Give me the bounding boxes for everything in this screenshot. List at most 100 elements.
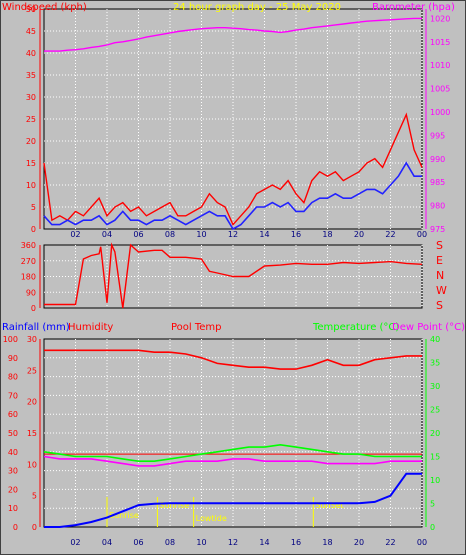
x-tick-label: 06 — [133, 538, 143, 547]
x-tick-label: 14 — [259, 230, 269, 239]
barometer-y-axis: 975 980 985 990 995 1000 1005 1010 1015 1020 — [425, 9, 450, 234]
dewpoint-line — [43, 455, 422, 467]
direction-y-axis: 0 90 180 270 360 — [21, 241, 41, 313]
x-tick-label: 08 — [165, 230, 175, 239]
annotation-label: Sunrise — [159, 501, 189, 510]
temperature-tick-label: 10 — [430, 476, 440, 485]
x-tick-label: 12 — [228, 538, 238, 547]
compass-letter: W — [436, 284, 447, 297]
barometer-tick-label: 975 — [430, 225, 445, 234]
humidity-y-axis: 0 10 20 30 40 50 60 70 80 90 100 — [3, 335, 18, 532]
dewpoint-label: Dew Point (°C) — [392, 322, 465, 333]
wind-tick-label: 30 — [26, 93, 36, 102]
rainfall-label: Rainfall (mm) — [2, 322, 70, 333]
wind-y-axis: 0 5 10 15 20 25 30 35 40 45 50 — [26, 5, 41, 234]
rainfall-y-axis: 0 5 10 15 20 25 30 — [27, 335, 41, 532]
direction-line — [44, 242, 423, 309]
x-tick-label: 12 — [228, 230, 238, 239]
humidity-tick-label: 10 — [8, 504, 18, 513]
rainfall-line — [44, 472, 422, 528]
direction-line — [44, 242, 423, 309]
temperature-tick-label: 35 — [430, 359, 440, 368]
x-tick-label: 14 — [259, 538, 269, 547]
rainfall-tick-label: 30 — [27, 335, 37, 344]
temperature-tick-label: 20 — [430, 429, 440, 438]
x-tick-label: 16 — [291, 538, 301, 547]
temperature-tick-label: 15 — [430, 453, 440, 462]
direction-tick-label: 0 — [31, 304, 36, 313]
wind-gust-line — [43, 112, 423, 226]
barometer-tick-label: 995 — [430, 131, 445, 140]
x-tick-label: 00 — [417, 538, 427, 547]
wind-lines — [43, 17, 423, 231]
x-tick-label: 18 — [322, 538, 332, 547]
x-tick-label: 20 — [354, 538, 364, 547]
humidity-tick-label: 40 — [8, 448, 18, 457]
wind-tick-label: 50 — [26, 5, 36, 14]
x-tick-label: 16 — [291, 230, 301, 239]
temperature-line — [43, 443, 422, 463]
direction-tick-label: 90 — [26, 288, 36, 297]
compass-letter: S — [436, 299, 443, 312]
humidity-line — [44, 349, 422, 370]
wind-tick-label: 20 — [26, 137, 36, 146]
compass-letter: N — [436, 269, 444, 282]
direction-tick-label: 270 — [21, 257, 36, 266]
x-tick-label: 22 — [385, 230, 395, 239]
rainfall-tick-label: 15 — [27, 429, 37, 438]
temperature-lines — [43, 349, 422, 528]
x-tick-label: 06 — [133, 230, 143, 239]
temperature-tick-label: 25 — [430, 406, 440, 415]
windspeed-label: Windspeed (kph) — [2, 2, 87, 13]
humidity-tick-label: 80 — [8, 373, 18, 382]
rainfall-tick-label: 5 — [32, 492, 37, 501]
temperature-tick-label: 5 — [430, 500, 435, 509]
wind-tick-label: 15 — [26, 159, 36, 168]
x-tick-label: 08 — [165, 538, 175, 547]
temperature-y-axis: 0 5 10 15 20 25 30 35 40 — [425, 335, 440, 532]
barometer-tick-label: 990 — [430, 155, 445, 164]
x-tick-label: 02 — [70, 230, 80, 239]
wind-average-line — [43, 161, 422, 231]
temperature-label: Temperature (°C) — [312, 322, 399, 333]
compass-letter: S — [436, 239, 443, 252]
humidity-tick-label: 50 — [8, 429, 18, 438]
barometer-tick-label: 1005 — [430, 85, 450, 94]
barometer-tick-label: 985 — [430, 178, 445, 187]
temperature-tick-label: 40 — [430, 335, 440, 344]
temperature-tick-label: 0 — [430, 523, 435, 532]
wind-tick-label: 0 — [31, 225, 36, 234]
annotation-label: Sunrise — [109, 511, 139, 520]
wind-tick-label: 40 — [26, 49, 36, 58]
x-tick-label: 00 — [417, 230, 427, 239]
x-tick-label: 04 — [102, 538, 112, 547]
rainfall-tick-label: 0 — [32, 523, 37, 532]
humidity-tick-label: 0 — [13, 523, 18, 532]
wind-tick-label: 5 — [31, 203, 36, 212]
x-tick-label: 22 — [385, 538, 395, 547]
humidity-tick-label: 100 — [3, 335, 18, 344]
wind-tick-label: 45 — [26, 27, 36, 36]
annotations: Sunrise Sunrise Lowtide SunSet — [106, 497, 344, 527]
rainfall-tick-label: 10 — [27, 460, 37, 469]
temperature-tick-label: 30 — [430, 382, 440, 391]
humidity-tick-label: 70 — [8, 391, 18, 400]
barometer-line — [44, 17, 422, 52]
wind-tick-label: 25 — [26, 115, 36, 124]
temperature-grid — [44, 339, 423, 527]
wind-grid — [44, 9, 423, 229]
humidity-label: Humidity — [68, 322, 113, 333]
wind-x-axis: 02 04 06 08 10 12 14 16 18 20 22 00 — [70, 230, 427, 239]
wind-tick-label: 35 — [26, 71, 36, 80]
annotation-label: Lowtide — [196, 514, 227, 523]
barometer-tick-label: 1000 — [430, 108, 450, 117]
humidity-tick-label: 60 — [8, 410, 18, 419]
x-tick-label: 10 — [196, 230, 206, 239]
barometer-label: Barometer (hpa) — [372, 2, 455, 13]
annotation-label: SunSet — [315, 501, 343, 510]
chart-title: 24 hour graph day - 25 May 2020 — [173, 2, 341, 13]
x-tick-label: 04 — [102, 230, 112, 239]
